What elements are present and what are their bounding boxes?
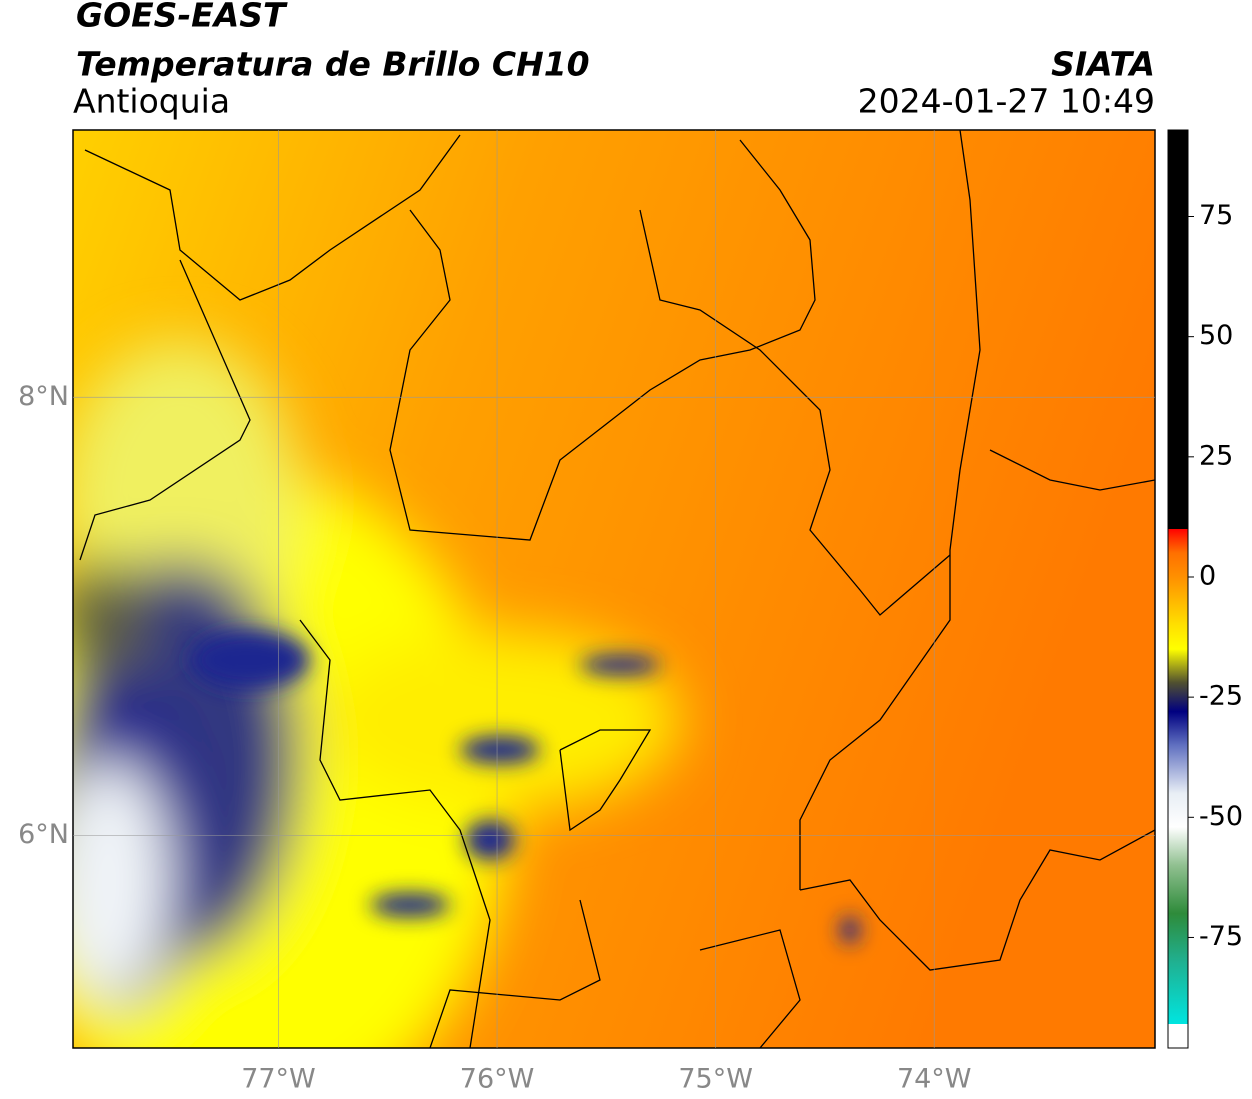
map-image (73, 130, 1155, 1048)
colorbar-tick-label: 75 (1199, 200, 1233, 231)
colorbar-scale (1167, 129, 1189, 1049)
y-tick-label: 8°N (18, 381, 69, 412)
colorbar-tick-label: -50 (1199, 801, 1243, 832)
datetime: 2024-01-27 10:49 (858, 82, 1155, 121)
colorbar-tick-label: -75 (1199, 921, 1243, 952)
map-frame (72, 129, 1156, 1049)
source: SIATA (1051, 45, 1155, 84)
x-tick-label: 76°W (460, 1064, 535, 1095)
title: GOES-EAST (76, 0, 288, 35)
colorbar-tick-label: 50 (1199, 320, 1233, 351)
axes: 77°W 76°W 75°W 74°W 6°N 8°N (18, 130, 1155, 1095)
region: Antioquia (73, 82, 230, 121)
colorbar-tick-label: 25 (1199, 440, 1233, 471)
colorbar-tick-label: 0 (1199, 560, 1216, 591)
x-tick-label: 77°W (241, 1064, 316, 1095)
subtitle: Temperatura de Brillo CH10 (76, 45, 590, 84)
x-tick-label: 75°W (678, 1064, 753, 1095)
title-block: GOES-EAST Temperatura de Brillo CH10 Ant… (73, 0, 1155, 121)
borders (79, 130, 1155, 1048)
colorbar-tick-label: -25 (1199, 681, 1243, 712)
x-tick-label: 74°W (897, 1064, 972, 1095)
colorbar: -75 -50 -25 0 25 50 75 (1167, 129, 1243, 1049)
y-tick-label: 6°N (18, 819, 69, 850)
